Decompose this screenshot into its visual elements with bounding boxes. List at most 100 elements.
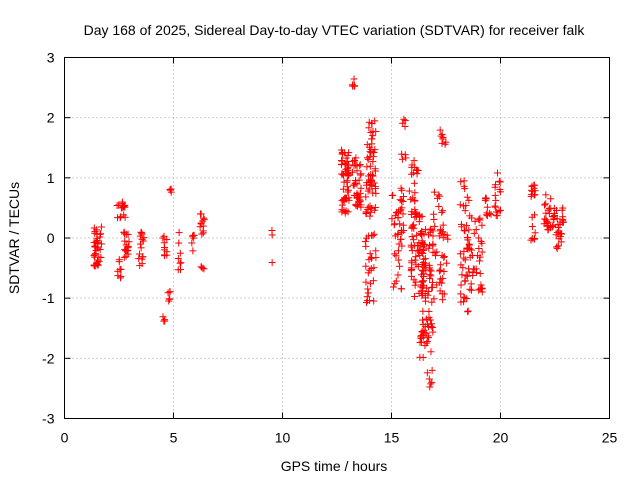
data-point [407,210,415,218]
data-point [444,235,452,243]
data-point [417,281,425,289]
data-point [165,297,173,305]
data-point [344,186,352,194]
data-point [163,236,171,244]
data-point [422,315,430,323]
data-point [388,191,396,199]
data-point [528,223,536,231]
data-point [410,157,418,165]
data-point [399,192,407,200]
data-point [98,240,106,248]
data-point [459,264,467,272]
data-point [367,145,375,153]
data-point [495,207,503,215]
data-point [92,238,100,246]
data-point [366,162,374,170]
data-point [456,250,464,258]
data-point [189,247,197,255]
data-point [366,280,374,288]
data-point [553,215,561,223]
data-point [423,369,431,377]
data-point [472,226,480,234]
data-point [363,163,371,171]
data-point [457,281,465,289]
data-point [412,278,420,286]
data-point [365,256,373,264]
data-point [349,157,357,165]
data-point [552,231,560,239]
data-point [428,324,436,332]
data-point [401,122,409,130]
data-point [553,206,561,214]
x-tick-label: 10 [275,430,291,446]
data-point [362,278,370,286]
data-point [491,202,499,210]
data-point [462,271,470,279]
x-tick-label: 5 [170,430,178,446]
data-point [408,163,416,171]
data-point [370,264,378,272]
data-point [527,236,535,244]
data-point [366,212,374,220]
data-point [391,280,399,288]
data-points [90,75,567,391]
data-point [423,284,431,292]
data-point [96,230,104,238]
data-point [416,339,424,347]
data-point [389,283,397,291]
data-point [438,139,446,147]
data-point [428,278,436,286]
data-point [465,268,473,276]
data-point [160,317,168,325]
data-point [478,221,486,229]
data-point [402,154,410,162]
data-point [466,285,474,293]
data-point [137,244,145,252]
data-point [461,227,469,235]
data-point [433,194,441,202]
data-point [435,202,443,210]
y-tick-label: 1 [47,170,55,186]
data-point [411,281,419,289]
data-point [365,232,373,240]
data-point [362,181,370,189]
data-point [356,197,364,205]
grid-lines [64,57,610,419]
data-point [464,307,472,315]
data-point [467,286,475,294]
data-point [352,200,360,208]
data-point [349,181,357,189]
data-point [476,270,484,278]
data-point [439,296,447,304]
data-point [461,185,469,193]
data-point [176,249,184,257]
data-point [352,161,360,169]
data-point [418,287,426,295]
data-point [426,316,434,324]
x-tick-label: 0 [61,430,69,446]
data-point [439,234,447,242]
data-point [118,199,126,207]
data-point [471,217,479,225]
data-point [426,271,434,279]
y-tick-label: 0 [47,230,55,246]
data-point [440,268,448,276]
data-point [408,233,416,241]
data-point [353,180,361,188]
data-point [166,288,174,296]
data-point [268,259,276,267]
data-point [408,224,416,232]
data-point [441,231,449,239]
data-point [268,227,276,235]
data-point [496,206,504,214]
data-point [200,214,208,222]
data-point [369,277,377,285]
x-tick-label: 20 [493,430,509,446]
data-point [460,202,468,210]
data-point [342,154,350,162]
data-point [364,289,372,297]
data-point [440,253,448,261]
data-point [424,320,432,328]
data-point [339,171,347,179]
data-point [339,185,347,193]
